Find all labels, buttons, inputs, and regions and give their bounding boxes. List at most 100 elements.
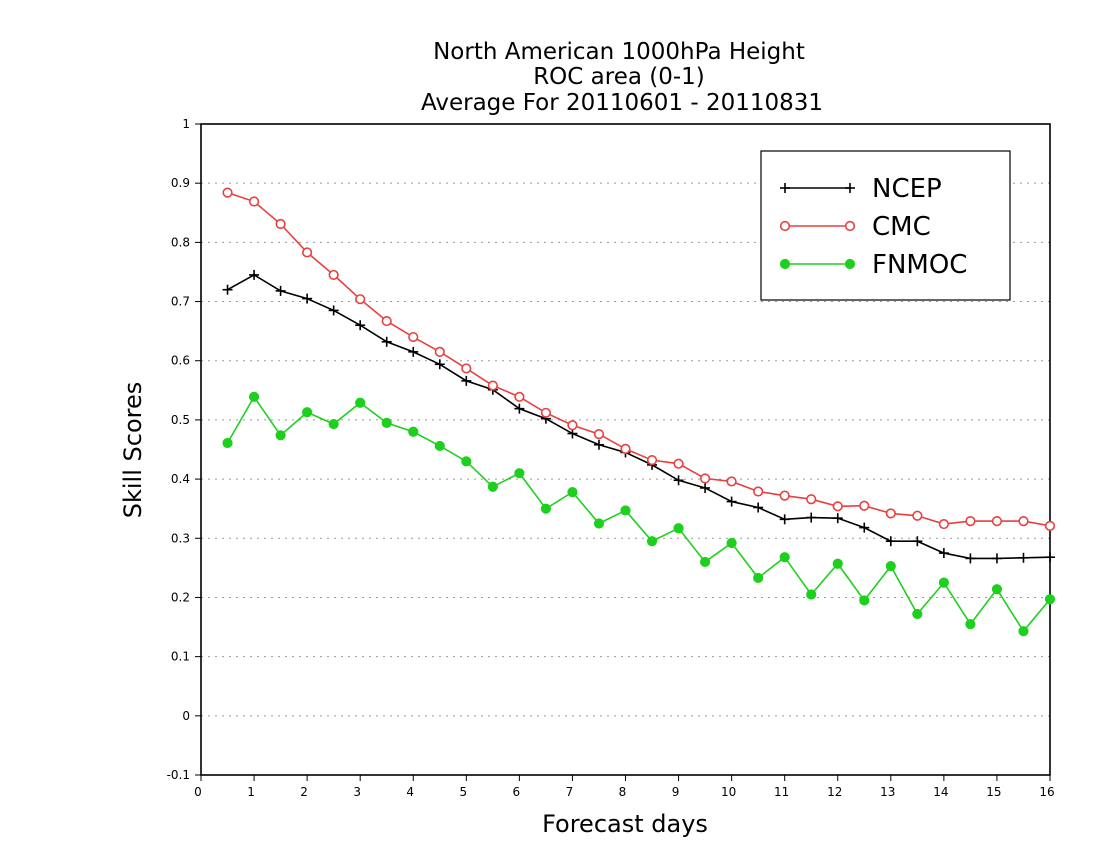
x-tick-label: 8 [619,785,627,799]
data-point-fnmoc [938,577,949,588]
data-point-fnmoc [885,560,896,572]
data-point-fnmoc [248,391,260,402]
data-point-fnmoc [593,518,605,529]
x-tick-label: 4 [406,785,414,799]
x-tick-label: 13 [880,785,895,799]
data-point-fnmoc [222,437,233,449]
data-point-ncep [859,522,870,533]
y-tick-label: 0.9 [171,176,190,190]
data-point-fnmoc [620,505,631,516]
data-point-cmc [593,429,605,440]
data-point-cmc [832,501,843,512]
data-point-ncep [1018,552,1029,563]
data-point-cmc [726,476,737,487]
data-point-cmc [938,518,949,530]
data-point-cmc [1018,516,1029,527]
data-point-ncep [726,496,737,507]
data-point-fnmoc [302,407,313,418]
data-point-fnmoc [806,589,817,600]
series-fnmoc [222,391,1056,637]
data-point-fnmoc [912,608,923,620]
series-cmc [222,187,1056,531]
x-tick-label: 11 [774,785,789,799]
y-tick-label: 0.6 [171,354,190,368]
data-point-ncep [912,536,923,547]
data-point-cmc [567,420,578,431]
data-point-cmc [965,516,976,527]
data-point-cmc [620,443,631,455]
data-point-cmc [753,486,764,497]
data-point-cmc [1044,520,1056,531]
data-point-fnmoc [408,426,419,437]
y-tick-label: 0.1 [171,650,190,664]
data-point-cmc [673,458,684,469]
data-point-fnmoc [991,584,1003,595]
data-point-ncep [355,320,366,331]
data-point-ncep [222,284,233,295]
legend: NCEP CMC FNMOC [760,150,1011,301]
data-point-cmc [381,315,392,327]
chart-title: North American 1000hPa Height ROC area (… [421,39,823,116]
data-point-fnmoc [699,556,711,568]
data-point-fnmoc [540,503,552,514]
data-point-fnmoc [779,552,790,563]
axes: -0.100.10.20.30.40.50.60.70.80.910 1 2 3 4 5 6… [167,117,1055,799]
data-point-cmc [885,508,896,519]
y-tick-label: 0.3 [171,531,190,545]
x-axis-title: Forecast days [542,810,708,838]
data-point-ncep [302,293,313,304]
legend-marker [844,258,856,270]
legend-item-cmc: CMC [779,212,931,242]
x-tick-label: 15 [986,785,1001,799]
data-point-fnmoc [673,523,684,534]
legend-marker [780,183,790,193]
data-point-fnmoc [726,537,737,549]
chart-title-line-2: ROC area (0-1) [533,64,705,90]
x-tick-label: 3 [353,785,361,799]
data-point-cmc [487,380,498,391]
data-point-cmc [328,269,339,281]
x-tick-label: 9 [672,785,680,799]
data-point-cmc [275,218,286,230]
y-tick-label: -0.1 [167,768,190,782]
data-point-ncep [885,536,896,547]
legend-item-fnmoc: FNMOC [779,250,967,280]
data-point-ncep [991,553,1002,564]
data-point-fnmoc [753,572,764,584]
x-tick-label: 1 [247,785,255,799]
data-point-ncep [514,403,525,414]
data-point-cmc [302,247,313,258]
series-line-fnmoc [226,395,1051,633]
legend-marker [779,258,791,270]
data-point-ncep [700,482,711,493]
data-point-ncep [275,285,286,296]
data-point-ncep [1045,552,1055,563]
data-point-cmc [540,407,552,418]
data-point-ncep [806,512,817,523]
legend-marker [845,183,855,193]
data-point-ncep [434,359,445,370]
chart-title-line-3: Average For 20110601 - 20110831 [421,90,823,116]
x-tick-label: 0 [194,785,202,799]
x-tick-label: 12 [827,785,842,799]
data-point-cmc [222,187,233,198]
data-point-fnmoc [328,418,339,430]
chart-title-line-1: North American 1000hPa Height [433,39,805,65]
data-point-cmc [859,500,870,511]
data-point-cmc [779,490,790,501]
data-point-fnmoc [859,595,870,606]
x-tick-label: 5 [459,785,467,799]
y-tick-label: 1 [182,117,190,131]
data-point-fnmoc [965,618,976,630]
data-point-ncep [673,475,684,486]
legend-marker [844,220,856,232]
data-point-fnmoc [567,487,578,498]
data-point-fnmoc [646,536,658,547]
data-point-ncep [328,305,339,316]
data-point-fnmoc [1018,626,1029,637]
data-point-ncep [753,502,764,513]
legend-item-ncep: NCEP [780,174,942,204]
x-tick-label: 2 [300,785,308,799]
data-point-cmc [355,294,366,305]
legend-label: FNMOC [872,250,967,280]
